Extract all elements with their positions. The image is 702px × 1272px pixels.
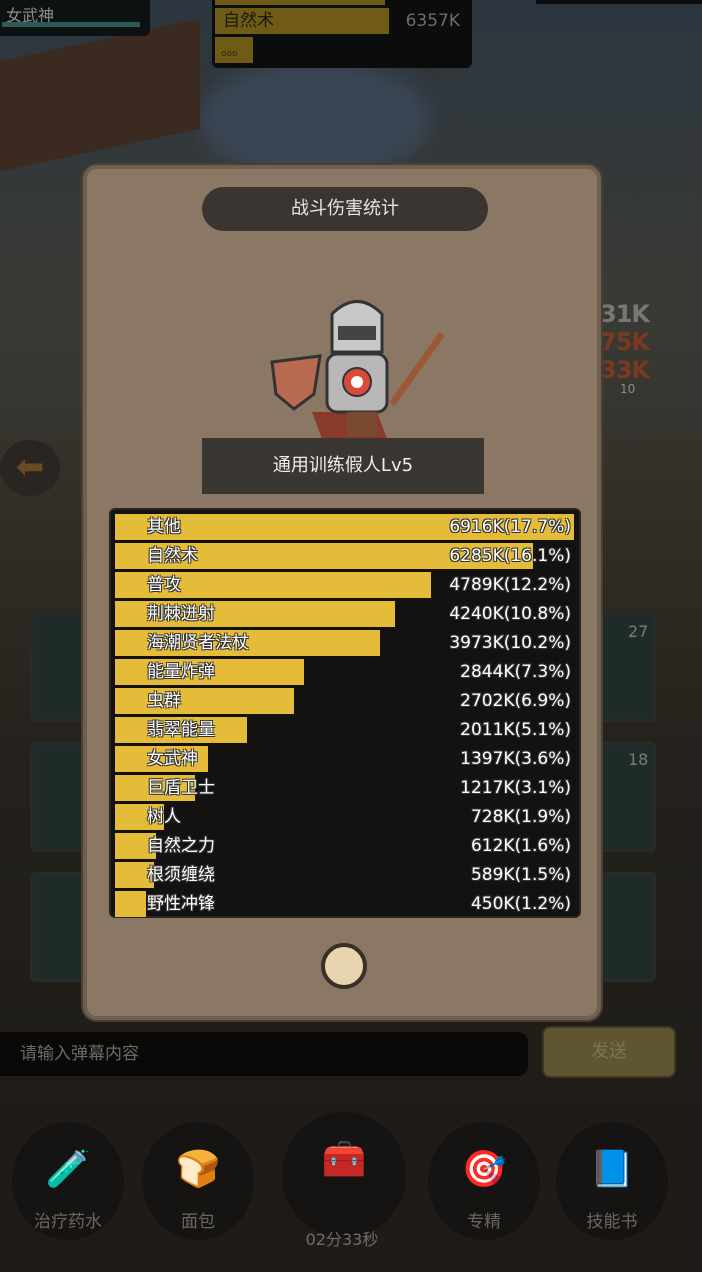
row-value: 6285K(16.1%)	[449, 546, 571, 566]
damage-bar	[115, 717, 248, 743]
chest-button[interactable]: 🧰	[282, 1112, 406, 1238]
row-value: 728K(1.9%)	[470, 807, 571, 827]
player-hp-bar	[2, 22, 140, 27]
row-value: 450K(1.2%)	[470, 894, 571, 914]
skill-book-button[interactable]: 📘 技能书	[556, 1122, 668, 1240]
player-name: 女武神	[6, 6, 55, 25]
damage-bar	[115, 891, 147, 917]
chest-icon: 🧰	[321, 1139, 367, 1180]
row-label: 能量炸弹	[147, 662, 215, 682]
row-label: 虫群	[147, 691, 181, 711]
send-button[interactable]: 发送	[542, 1026, 676, 1078]
damage-bar	[115, 572, 432, 598]
mini-bar-small: ooo	[215, 37, 253, 63]
damage-row: 女武神 1397K(3.6%)	[115, 746, 577, 772]
background-cloud	[200, 60, 430, 180]
danmaku-input[interactable]: 请输入弹幕内容	[0, 1032, 528, 1076]
damage-bar	[115, 543, 533, 569]
damage-bar	[115, 775, 196, 801]
damage-row: 海潮贤者法杖 3973K(10.2%)	[115, 630, 577, 656]
damage-bar	[115, 630, 380, 656]
damage-bar	[115, 862, 154, 888]
row-value: 589K(1.5%)	[470, 865, 571, 885]
damage-bar	[115, 514, 574, 540]
damage-number: 31K	[600, 300, 650, 328]
damage-list[interactable]: 其他 6916K(17.7%) 自然术 6285K(16.1%) 普攻 4789K(12.…	[109, 508, 581, 918]
row-value: 2702K(6.9%)	[460, 691, 571, 711]
item-label: 治疗药水	[34, 1212, 102, 1232]
item-label: 面包	[181, 1212, 215, 1232]
player-hud: 女武神	[0, 0, 150, 36]
damage-bar	[115, 601, 396, 627]
row-label: 自然之力	[147, 836, 215, 856]
row-value: 612K(1.6%)	[470, 836, 571, 856]
row-label: 自然术	[147, 546, 198, 566]
target-name: 通用训练假人Lv5	[202, 438, 484, 494]
damage-bar	[115, 688, 294, 714]
damage-bar	[115, 746, 209, 772]
bread-button[interactable]: 🍞 面包	[142, 1122, 254, 1240]
bread-icon: 🍞	[175, 1149, 221, 1190]
row-label: 根须缠绕	[147, 865, 215, 885]
row-value: 2011K(5.1%)	[460, 720, 571, 740]
damage-row: 巨盾卫士 1217K(3.1%)	[115, 775, 577, 801]
row-label: 树人	[147, 807, 181, 827]
damage-row: 能量炸弹 2844K(7.3%)	[115, 659, 577, 685]
mastery-button[interactable]: 🎯 专精	[428, 1122, 540, 1240]
row-value: 1217K(3.1%)	[460, 778, 571, 798]
row-label: 女武神	[147, 749, 198, 769]
row-label: 其他	[147, 517, 181, 537]
damage-bar	[115, 833, 157, 859]
skill-slot[interactable]	[594, 872, 656, 982]
heal-potion-button[interactable]: 🧪 治疗药水	[12, 1122, 124, 1240]
close-button[interactable]	[321, 943, 367, 989]
damage-row: 自然术 6285K(16.1%)	[115, 543, 577, 569]
damage-meter-mini[interactable]: 自然术 6357K ooo	[212, 0, 472, 68]
row-value: 6916K(17.7%)	[449, 517, 571, 537]
row-label: 海潮贤者法杖	[147, 633, 249, 653]
damage-row: 普攻 4789K(12.2%)	[115, 572, 577, 598]
panel-title: 战斗伤害统计	[202, 187, 488, 231]
row-value: 1397K(3.6%)	[460, 749, 571, 769]
row-value: 3973K(10.2%)	[449, 633, 571, 653]
right-hud	[536, 0, 702, 4]
skill-slot[interactable]	[30, 872, 92, 982]
item-label: 专精	[467, 1212, 501, 1232]
row-label: 野性冲锋	[147, 894, 215, 914]
slot-count: 27	[628, 622, 649, 641]
enemy-level: 10	[620, 382, 636, 396]
damage-row: 树人 728K(1.9%)	[115, 804, 577, 830]
row-value: 4789K(12.2%)	[449, 575, 571, 595]
chest-timer: 02分33秒	[305, 1230, 379, 1249]
item-label: 技能书	[586, 1212, 638, 1232]
target-icon: 🎯	[461, 1149, 507, 1190]
skill-book-icon: 📘	[589, 1149, 635, 1190]
mini-bar	[215, 0, 385, 5]
row-value: 4240K(10.8%)	[449, 604, 571, 624]
row-label: 巨盾卫士	[147, 778, 215, 798]
slot-count: 18	[628, 750, 649, 769]
damage-row: 荆棘迸射 4240K(10.8%)	[115, 601, 577, 627]
damage-row: 根须缠绕 589K(1.5%)	[115, 862, 577, 888]
mini-bar-value: 6357K	[405, 11, 460, 31]
damage-number: 33K	[600, 356, 650, 384]
mini-bar-label: 自然术	[215, 8, 389, 34]
skill-slot[interactable]	[30, 612, 92, 722]
damage-bar	[115, 804, 165, 830]
damage-number: 75K	[600, 328, 650, 356]
damage-row: 其他 6916K(17.7%)	[115, 514, 577, 540]
back-arrow-icon[interactable]: ⬅	[0, 440, 60, 496]
damage-stats-panel: 战斗伤害统计 通用训练假人Lv5 其他 6916K(17.7%) 自然术 6285K(…	[83, 165, 601, 1020]
potion-icon: 🧪	[45, 1149, 91, 1190]
damage-row: 野性冲锋 450K(1.2%)	[115, 891, 577, 917]
damage-row: 自然之力 612K(1.6%)	[115, 833, 577, 859]
damage-row: 虫群 2702K(6.9%)	[115, 688, 577, 714]
row-label: 普攻	[147, 575, 181, 595]
damage-row: 翡翠能量 2011K(5.1%)	[115, 717, 577, 743]
damage-bar	[115, 659, 305, 685]
training-dummy-knight-icon	[270, 300, 445, 439]
row-label: 翡翠能量	[147, 720, 215, 740]
row-label: 荆棘迸射	[147, 604, 215, 624]
row-value: 2844K(7.3%)	[460, 662, 571, 682]
